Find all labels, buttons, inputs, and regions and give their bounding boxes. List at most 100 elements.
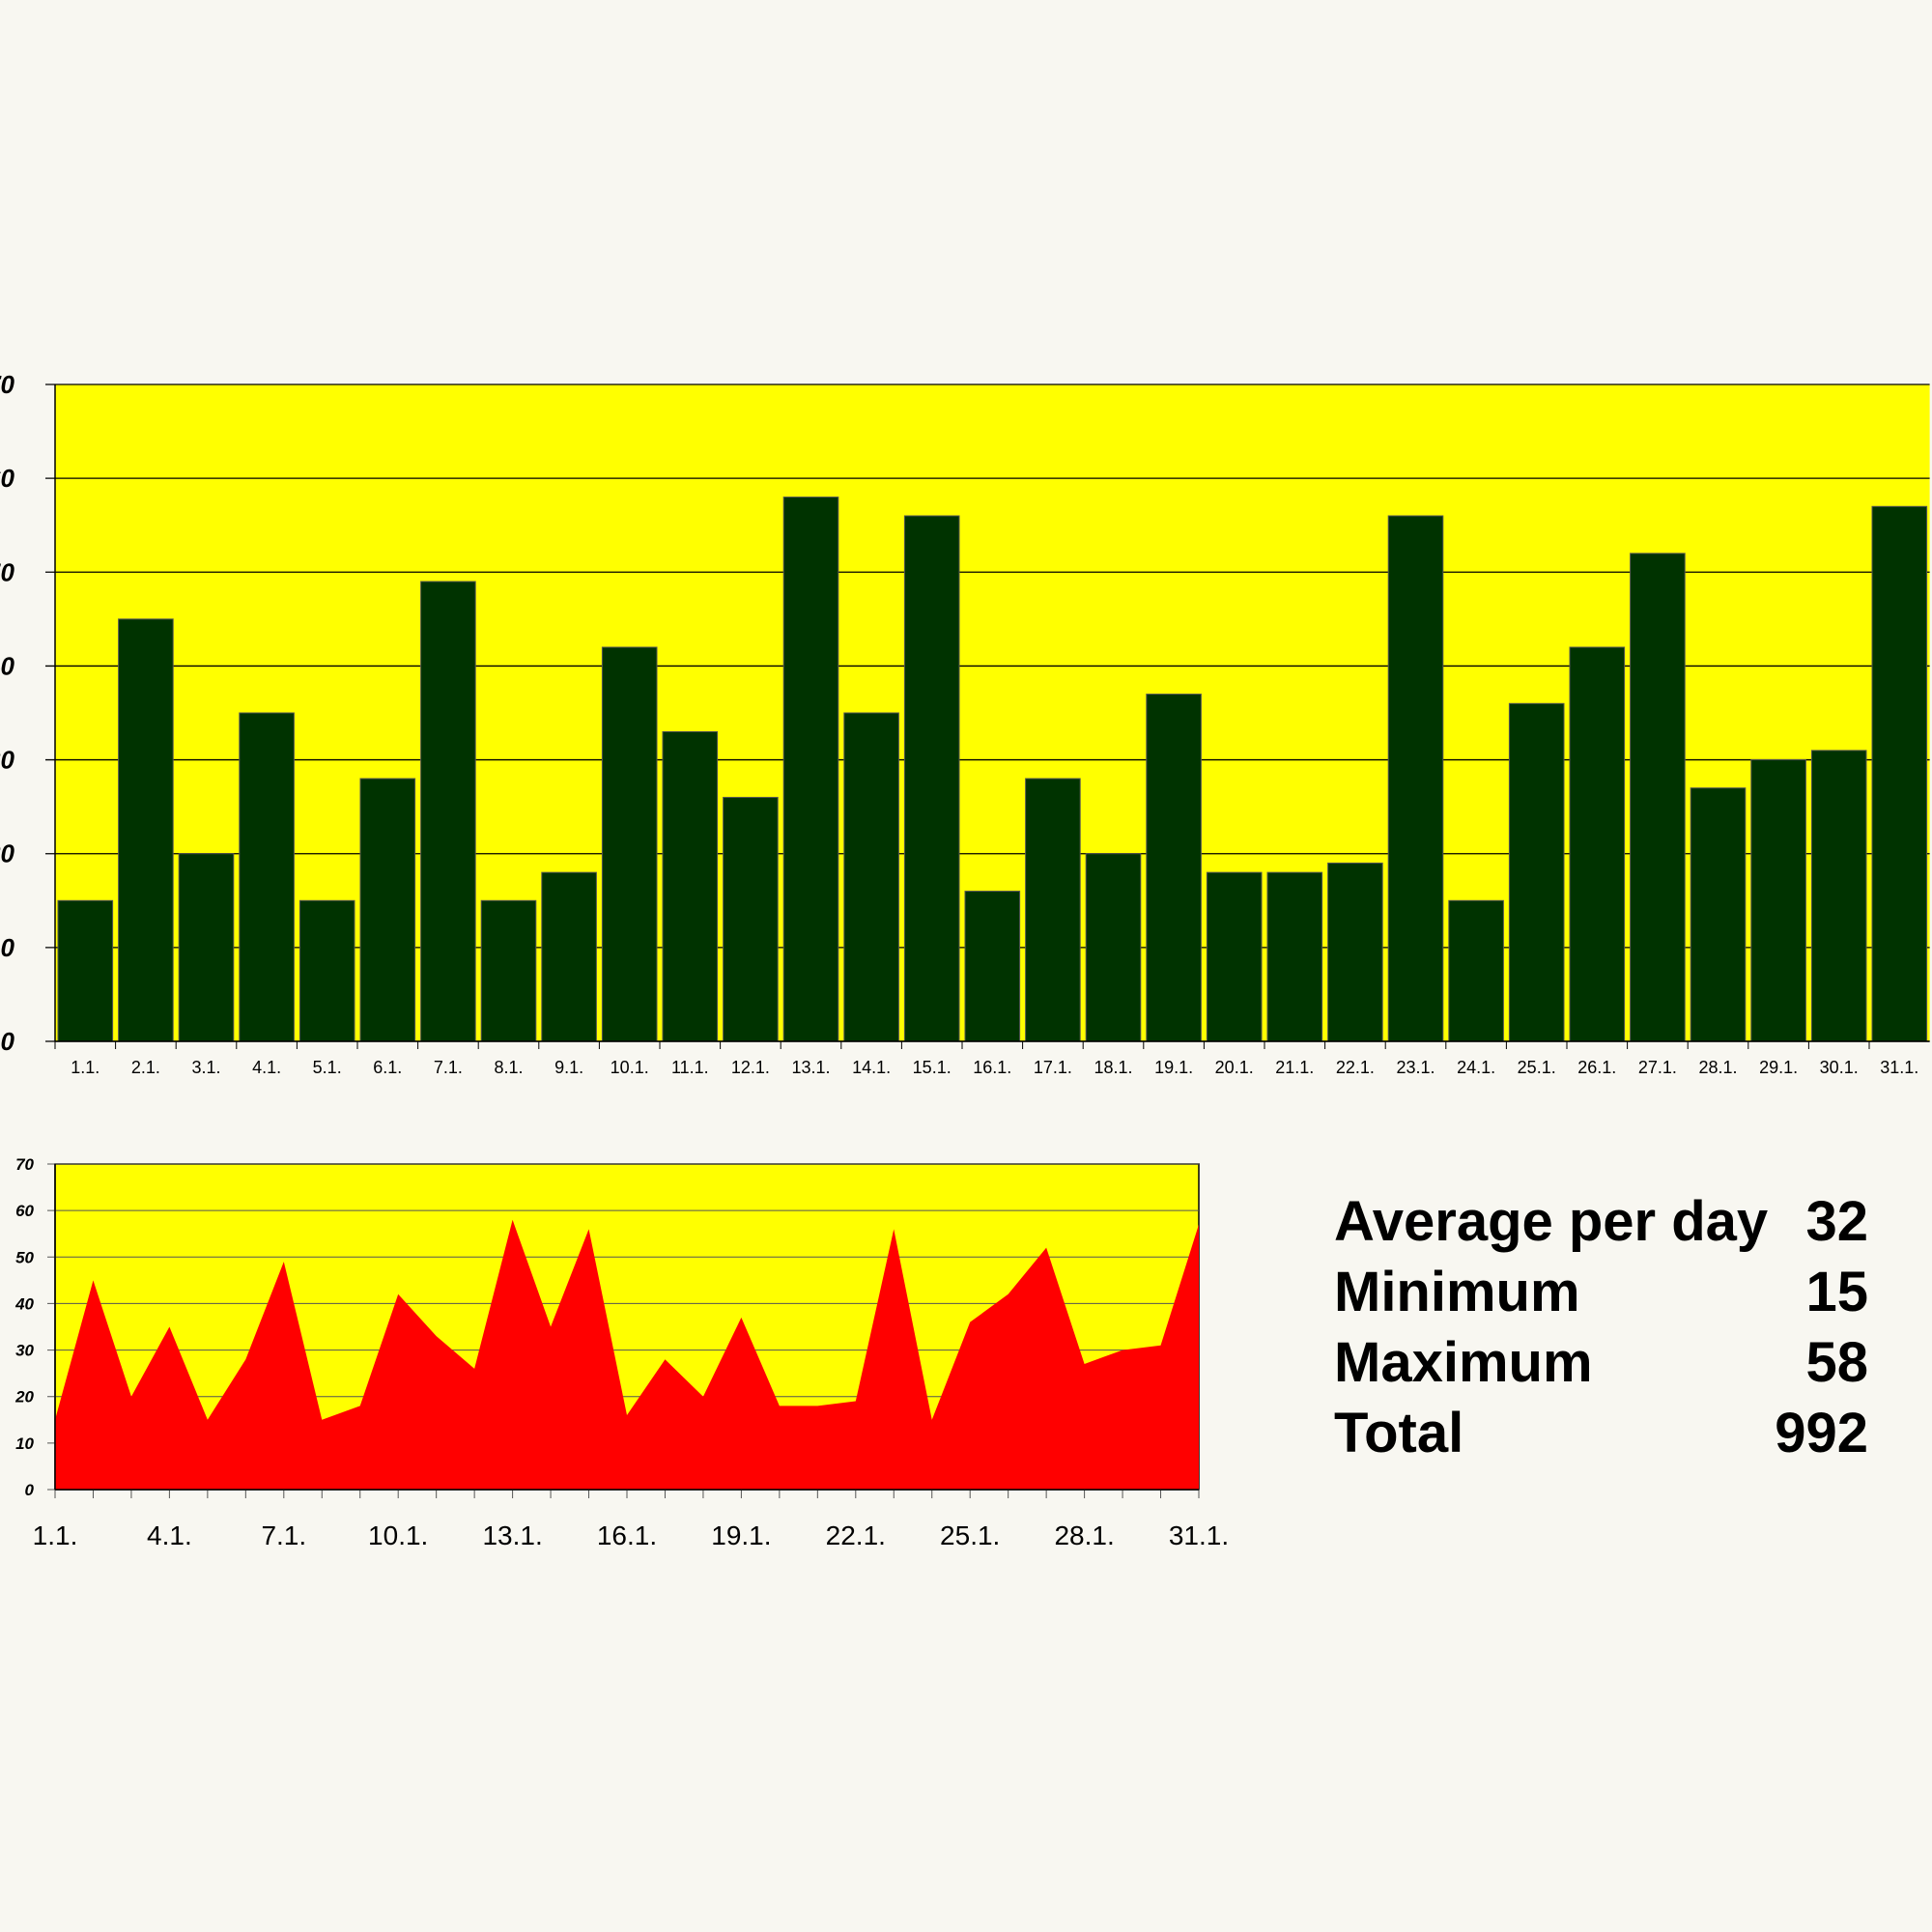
- area-y-tick-label: 40: [14, 1294, 34, 1313]
- area-x-tick-label: 1.1.: [33, 1520, 78, 1550]
- stat-label: Minimum: [1334, 1261, 1580, 1323]
- bar-x-tick-label: 29.1.: [1759, 1058, 1798, 1077]
- bar: [1690, 787, 1747, 1042]
- bar-x-tick-label: 30.1.: [1820, 1058, 1859, 1077]
- area-y-tick-label: 60: [15, 1202, 34, 1220]
- bar: [723, 796, 779, 1042]
- bar: [1630, 553, 1686, 1042]
- bar-y-tick-label: 60: [0, 464, 15, 493]
- bar-x-tick-label: 21.1.: [1275, 1058, 1314, 1077]
- area-y-tick-label: 50: [15, 1248, 34, 1266]
- stat-maximum: Maximum 58: [1334, 1327, 1868, 1398]
- bar-x-tick-label: 20.1.: [1215, 1058, 1254, 1077]
- bar: [662, 730, 719, 1042]
- bar-x-tick-label: 16.1.: [973, 1058, 1011, 1077]
- area-x-tick-label: 10.1.: [368, 1520, 428, 1550]
- stat-value: 58: [1805, 1331, 1868, 1394]
- bar-x-tick-label: 19.1.: [1154, 1058, 1193, 1077]
- bar-x-tick-label: 1.1.: [71, 1058, 99, 1077]
- bar-x-tick-label: 27.1.: [1638, 1058, 1677, 1077]
- bar: [541, 871, 597, 1042]
- area-y-tick-label: 30: [15, 1342, 34, 1360]
- bar-x-tick-label: 26.1.: [1577, 1058, 1616, 1077]
- bar: [1448, 899, 1504, 1042]
- bar: [1266, 871, 1323, 1042]
- area-x-tick-label: 19.1.: [711, 1520, 771, 1550]
- stat-value: 992: [1775, 1402, 1868, 1464]
- bar: [782, 497, 839, 1042]
- stat-label: Total: [1334, 1402, 1464, 1464]
- area-series: [55, 1219, 1199, 1490]
- bar-y-tick-label: 50: [0, 557, 15, 586]
- bar-x-tick-label: 14.1.: [852, 1058, 891, 1077]
- bar: [1387, 515, 1444, 1042]
- bar: [1750, 759, 1806, 1042]
- bar-x-tick-label: 23.1.: [1396, 1058, 1435, 1077]
- bar-x-tick-label: 9.1.: [554, 1058, 583, 1077]
- bar-y-tick-label: 70: [0, 370, 15, 399]
- bar-x-tick-label: 22.1.: [1336, 1058, 1375, 1077]
- bar-y-tick-label: 30: [0, 746, 15, 775]
- bar: [1025, 778, 1081, 1042]
- bar: [359, 778, 416, 1042]
- bar: [1569, 646, 1626, 1042]
- stat-minimum: Minimum 15: [1334, 1257, 1868, 1327]
- bar-x-tick-label: 3.1.: [191, 1058, 220, 1077]
- area-y-tick-label: 0: [25, 1481, 35, 1499]
- bar: [298, 899, 355, 1042]
- stat-value: 32: [1805, 1190, 1868, 1253]
- bar-y-tick-label: 10: [0, 933, 15, 962]
- bar-x-tick-label: 18.1.: [1094, 1058, 1132, 1077]
- bar-x-tick-label: 13.1.: [791, 1058, 830, 1077]
- bar-x-tick-label: 6.1.: [373, 1058, 402, 1077]
- bar-x-tick-label: 2.1.: [131, 1058, 160, 1077]
- bar: [239, 712, 295, 1042]
- bar: [903, 515, 960, 1042]
- bar-x-tick-label: 10.1.: [611, 1058, 649, 1077]
- area-x-tick-label: 22.1.: [826, 1520, 886, 1550]
- bar: [1810, 750, 1867, 1042]
- bar: [480, 899, 537, 1042]
- bar-x-tick-label: 7.1.: [434, 1058, 463, 1077]
- bar-x-tick-label: 4.1.: [252, 1058, 281, 1077]
- area-x-tick-label: 16.1.: [597, 1520, 657, 1550]
- bar: [1085, 853, 1142, 1042]
- bar-y-tick-label: 0: [1, 1027, 15, 1056]
- stat-value: 15: [1805, 1261, 1868, 1323]
- stats-panel: Average per day 32 Minimum 15 Maximum 58 To…: [1334, 1186, 1868, 1468]
- bar-y-tick-label: 40: [0, 651, 15, 680]
- stat-label: Maximum: [1334, 1331, 1593, 1394]
- area-x-tick-label: 13.1.: [482, 1520, 542, 1550]
- bar-x-tick-label: 24.1.: [1457, 1058, 1495, 1077]
- stat-average: Average per day 32: [1334, 1186, 1868, 1257]
- bar: [1206, 871, 1263, 1042]
- area-x-tick-label: 31.1.: [1169, 1520, 1229, 1550]
- bar-x-tick-label: 31.1.: [1880, 1058, 1918, 1077]
- area-x-tick-label: 7.1.: [261, 1520, 306, 1550]
- bar-x-tick-label: 11.1.: [671, 1058, 709, 1077]
- area-x-tick-label: 25.1.: [940, 1520, 1000, 1550]
- bar: [178, 853, 235, 1042]
- bar: [601, 646, 658, 1042]
- bar-x-tick-label: 8.1.: [494, 1058, 523, 1077]
- bar-y-tick-label: 20: [0, 839, 15, 868]
- area-y-tick-label: 10: [15, 1435, 34, 1453]
- bar: [843, 712, 899, 1042]
- bar-x-tick-label: 25.1.: [1518, 1058, 1556, 1077]
- bar-x-tick-label: 12.1.: [731, 1058, 770, 1077]
- bar: [1871, 505, 1928, 1042]
- bar: [1146, 694, 1202, 1042]
- bar: [1508, 702, 1565, 1042]
- bar: [964, 891, 1021, 1042]
- bar: [57, 899, 114, 1042]
- bar: [1327, 862, 1383, 1042]
- area-x-tick-label: 4.1.: [147, 1520, 192, 1550]
- stat-label: Average per day: [1334, 1190, 1769, 1253]
- bar-x-tick-label: 15.1.: [913, 1058, 952, 1077]
- area-x-tick-label: 28.1.: [1054, 1520, 1114, 1550]
- bar: [420, 581, 476, 1042]
- bar-x-tick-label: 28.1.: [1698, 1058, 1737, 1077]
- bar-x-tick-label: 17.1.: [1034, 1058, 1072, 1077]
